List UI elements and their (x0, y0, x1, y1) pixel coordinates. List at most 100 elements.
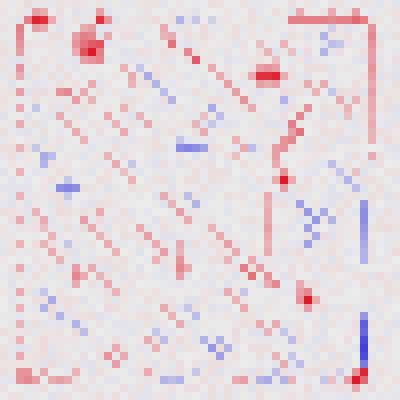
heatmap-cell (8, 248, 17, 257)
heatmap-cell (376, 336, 385, 345)
heatmap-cell (160, 152, 169, 161)
heatmap-cell (328, 40, 337, 49)
heatmap-cell (320, 232, 329, 241)
heatmap-cell (336, 256, 345, 265)
heatmap-cell (192, 256, 201, 265)
heatmap-cell (136, 224, 145, 233)
heatmap-cell (104, 224, 113, 233)
heatmap-cell (272, 376, 281, 385)
heatmap-cell (304, 0, 313, 9)
heatmap-cell (376, 40, 385, 49)
heatmap-cell (224, 216, 233, 225)
heatmap-cell (272, 280, 281, 289)
heatmap-cell (384, 200, 393, 209)
heatmap-cell (376, 16, 385, 25)
heatmap-cell (312, 16, 321, 25)
heatmap-cell (216, 272, 225, 281)
heatmap-cell (152, 16, 161, 25)
heatmap-cell (312, 24, 321, 33)
heatmap-cell (24, 216, 33, 225)
heatmap-cell (136, 160, 145, 169)
heatmap-cell (72, 8, 81, 17)
heatmap-cell (384, 344, 393, 353)
heatmap-cell (344, 192, 353, 201)
heatmap-cell (64, 56, 73, 65)
heatmap-cell (360, 88, 369, 97)
heatmap-cell (360, 232, 369, 241)
heatmap-cell (328, 312, 337, 321)
heatmap-cell (240, 96, 249, 105)
heatmap-cell (272, 144, 281, 153)
heatmap-cell (392, 280, 400, 289)
heatmap-cell (272, 288, 281, 297)
heatmap-cell (160, 272, 169, 281)
heatmap-cell (264, 344, 273, 353)
heatmap-cell (96, 168, 105, 177)
heatmap-cell (256, 240, 265, 249)
heatmap-cell (176, 40, 185, 49)
heatmap-cell (232, 0, 241, 9)
heatmap-cell (368, 272, 377, 281)
heatmap-cell (176, 352, 185, 361)
heatmap-cell (168, 16, 177, 25)
heatmap-cell (32, 16, 41, 25)
heatmap-cell (240, 72, 249, 81)
heatmap-cell (24, 176, 33, 185)
heatmap-cell (16, 256, 25, 265)
heatmap-cell (64, 304, 73, 313)
heatmap-cell (192, 56, 201, 65)
heatmap-cell (160, 120, 169, 129)
heatmap-cell (16, 216, 25, 225)
heatmap-cell (168, 208, 177, 217)
heatmap-cell (360, 112, 369, 121)
heatmap-cell (40, 56, 49, 65)
heatmap-cell (0, 384, 9, 393)
heatmap-cell (360, 120, 369, 129)
heatmap-cell (120, 208, 129, 217)
heatmap-cell (64, 336, 73, 345)
heatmap-cell (368, 224, 377, 233)
heatmap-cell (344, 184, 353, 193)
heatmap-cell (208, 272, 217, 281)
heatmap-cell (152, 264, 161, 273)
heatmap-cell (296, 392, 305, 400)
heatmap-cell (312, 72, 321, 81)
heatmap-cell (360, 128, 369, 137)
heatmap-cell (176, 384, 185, 393)
heatmap-cell (312, 224, 321, 233)
heatmap-cell (176, 120, 185, 129)
heatmap-cell (120, 104, 129, 113)
heatmap-cell (64, 40, 73, 49)
heatmap-cell (296, 40, 305, 49)
heatmap-cell (288, 24, 297, 33)
heatmap-cell (88, 96, 97, 105)
heatmap-cell (80, 328, 89, 337)
heatmap-cell (152, 272, 161, 281)
heatmap-cell (56, 72, 65, 81)
heatmap-cell (240, 376, 249, 385)
heatmap-cell (216, 344, 225, 353)
heatmap-cell (288, 280, 297, 289)
heatmap-cell (288, 200, 297, 209)
heatmap-cell (136, 208, 145, 217)
heatmap-cell (184, 184, 193, 193)
heatmap-cell (120, 152, 129, 161)
heatmap-cell (96, 264, 105, 273)
heatmap-cell (0, 184, 9, 193)
heatmap-cell (80, 152, 89, 161)
heatmap-cell (200, 392, 209, 400)
heatmap-cell (112, 304, 121, 313)
heatmap-cell (40, 240, 49, 249)
heatmap-cell (240, 136, 249, 145)
heatmap-cell (136, 16, 145, 25)
heatmap-cell (328, 32, 337, 41)
heatmap-cell (392, 368, 400, 377)
heatmap-cell (144, 240, 153, 249)
heatmap-cell (192, 72, 201, 81)
heatmap-cell (368, 344, 377, 353)
heatmap-cell (304, 128, 313, 137)
heatmap-cell (352, 48, 361, 57)
heatmap-cell (192, 136, 201, 145)
heatmap-cell (304, 376, 313, 385)
heatmap-cell (248, 128, 257, 137)
